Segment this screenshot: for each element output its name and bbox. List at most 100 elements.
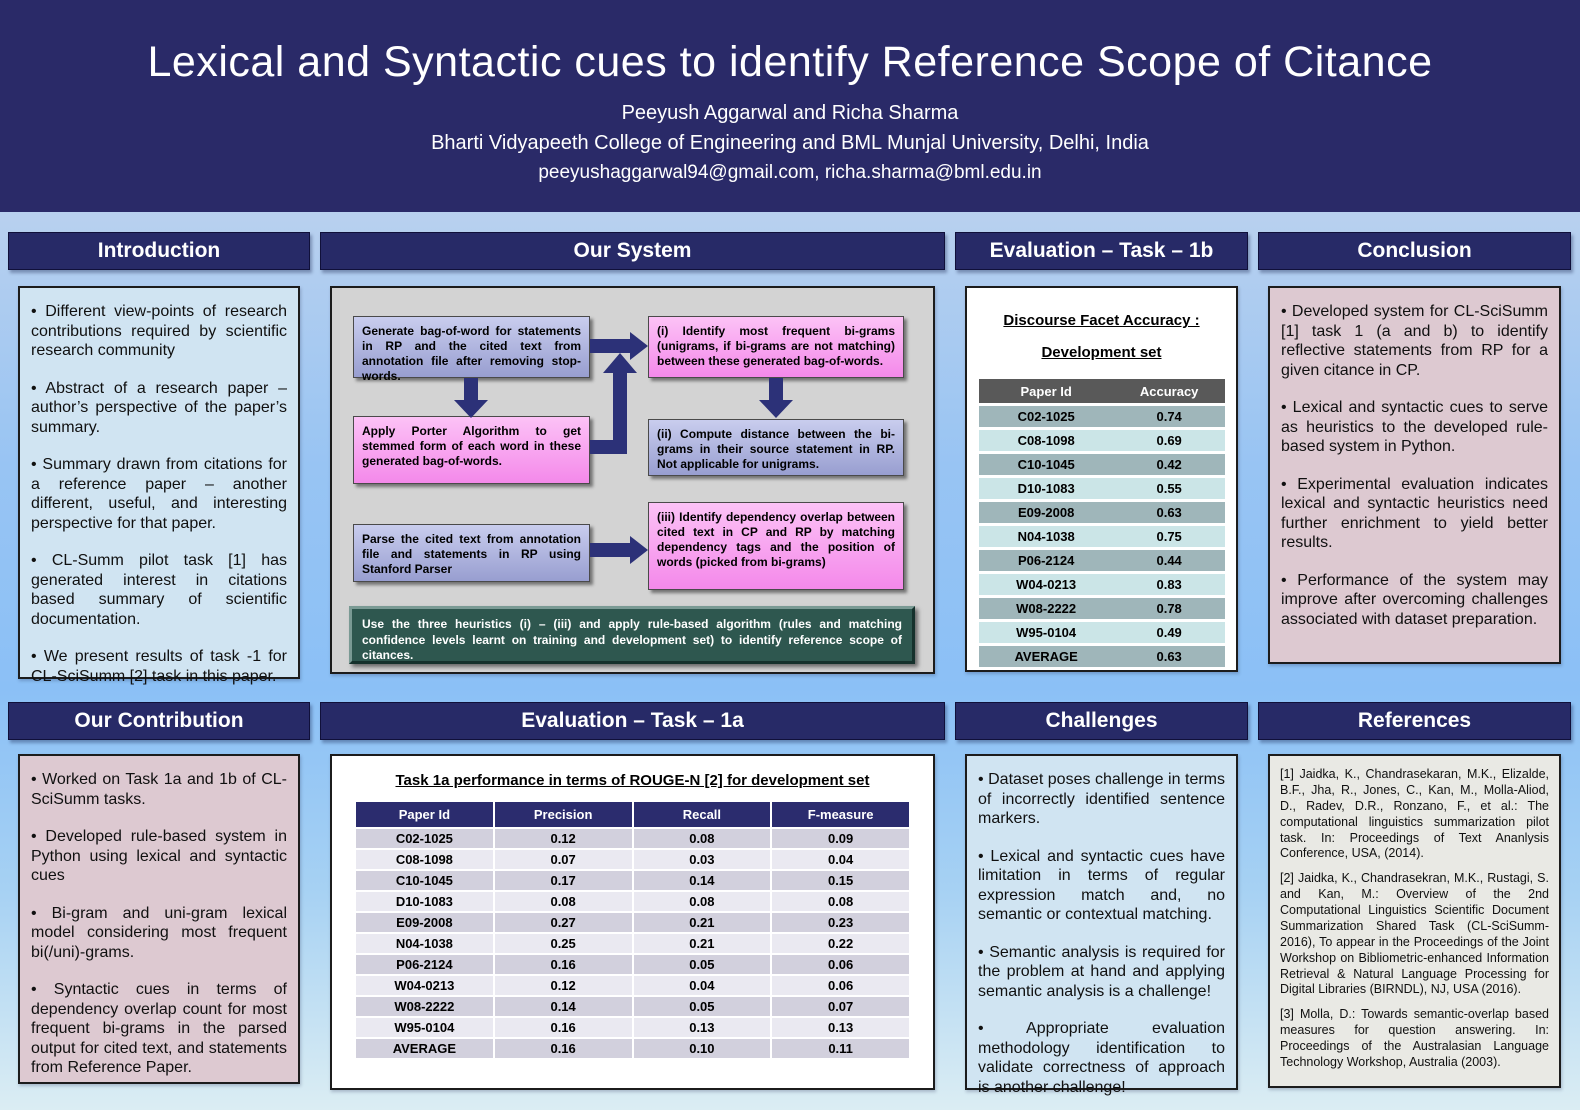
table-cell: 0.16 bbox=[492, 1016, 634, 1039]
bullet-item: • Bi-gram and uni-gram lexical model con… bbox=[31, 904, 287, 961]
table-cell: 0.09 bbox=[770, 827, 911, 850]
table-cell: 0.27 bbox=[492, 911, 634, 934]
table-row: W08-2222 0.14 0.05 0.07 bbox=[354, 995, 911, 1018]
table-cell: 0.16 bbox=[492, 1037, 634, 1060]
column-header-fmeasure: F-measure bbox=[770, 800, 911, 829]
table-row: D10-1083 0.55 bbox=[978, 478, 1225, 499]
table-cell: D10-1083 bbox=[978, 478, 1114, 499]
poster-banner: Lexical and Syntactic cues to identify R… bbox=[0, 0, 1580, 212]
table-cell: 0.69 bbox=[1113, 430, 1225, 451]
evaluation-1b-panel: Discourse Facet Accuracy : Development s… bbox=[965, 286, 1238, 672]
flow-arrowhead-up bbox=[603, 350, 637, 373]
column-header-precision: Precision bbox=[492, 800, 634, 829]
table-cell: 0.21 bbox=[631, 932, 773, 955]
section-evaluation-1a: Evaluation – Task – 1a Task 1a performan… bbox=[320, 702, 945, 1090]
table-cell: 0.08 bbox=[492, 890, 634, 913]
poster-authors: Peeyush Aggarwal and Richa Sharma bbox=[621, 102, 959, 124]
bullet-item: • Lexical and syntactic cues have limita… bbox=[978, 847, 1225, 924]
table-row: C02-1025 0.12 0.08 0.09 bbox=[354, 827, 911, 850]
table-cell: 0.08 bbox=[770, 890, 911, 913]
table-cell: 0.08 bbox=[631, 890, 773, 913]
flow-arrowhead-down-right bbox=[759, 400, 793, 421]
flow-summary-box: Use the three heuristics (i) – (iii) and… bbox=[349, 606, 915, 664]
poster-board: Introduction • Different view-points of … bbox=[0, 212, 1580, 1096]
our-system-flowchart-panel: Generate bag-of-word for statements in R… bbox=[330, 286, 935, 674]
table-row: W95-0104 0.49 bbox=[978, 622, 1225, 643]
references-panel: [1] Jaidka, K., Chandrasekaran, M.K., El… bbox=[1268, 754, 1561, 1088]
table-cell: 0.10 bbox=[631, 1037, 773, 1060]
table-cell: 0.23 bbox=[770, 911, 911, 934]
flow-arrow-down-right bbox=[769, 378, 783, 404]
bullet-item: • Different view-points of research cont… bbox=[31, 303, 287, 360]
section-header-evaluation-1a: Evaluation – Task – 1a bbox=[320, 702, 945, 740]
table-header-row: Paper Id Accuracy bbox=[978, 379, 1225, 403]
table-row: W95-0104 0.16 0.13 0.13 bbox=[354, 1016, 911, 1039]
bullet-item: • Abstract of a research paper – author’… bbox=[31, 379, 287, 436]
flow-arrow-down-left bbox=[464, 378, 478, 404]
table-row: W04-0213 0.83 bbox=[978, 574, 1225, 595]
table-cell: W08-2222 bbox=[978, 598, 1114, 619]
bullet-item: • Experimental evaluation indicates lexi… bbox=[1281, 475, 1548, 552]
section-header-challenges: Challenges bbox=[955, 702, 1248, 740]
column-header-paper-id: Paper Id bbox=[978, 379, 1114, 403]
evaluation-1a-panel: Task 1a performance in terms of ROUGE-N … bbox=[330, 754, 935, 1090]
section-evaluation-1b: Evaluation – Task – 1b Discourse Facet A… bbox=[955, 232, 1248, 702]
task1b-table-title-line1: Discourse Facet Accuracy : bbox=[1003, 312, 1200, 329]
table-cell: 0.78 bbox=[1113, 598, 1225, 619]
table-cell: N04-1038 bbox=[354, 932, 495, 955]
table-cell: 0.13 bbox=[770, 1016, 911, 1039]
section-contribution: Our Contribution • Worked on Task 1a and… bbox=[8, 702, 310, 1090]
section-header-introduction: Introduction bbox=[8, 232, 310, 270]
table-cell: 0.04 bbox=[770, 848, 911, 871]
table-cell: W04-0213 bbox=[978, 574, 1114, 595]
table-cell: W95-0104 bbox=[978, 622, 1114, 643]
section-introduction: Introduction • Different view-points of … bbox=[8, 232, 310, 702]
bullet-item: • CL-Summ pilot task [1] has generated i… bbox=[31, 552, 287, 628]
reference-item: [2] Jaidka, K., Chandrasekran, M.K., Rus… bbox=[1280, 871, 1549, 997]
table-cell: 0.74 bbox=[1113, 406, 1225, 427]
flow-box-identify-bigrams: (i) Identify most frequent bi-grams (uni… bbox=[648, 316, 904, 378]
flow-arrowhead-right-bottom bbox=[630, 536, 651, 564]
introduction-panel: • Different view-points of research cont… bbox=[18, 286, 300, 685]
section-our-system: Our System Generate bag-of-word for stat… bbox=[320, 232, 945, 702]
bullet-item: • Developed rule-based system in Python … bbox=[31, 828, 287, 885]
table-row: E09-2008 0.27 0.21 0.23 bbox=[354, 911, 911, 934]
table-cell: 0.22 bbox=[770, 932, 911, 955]
table-row: C08-1098 0.69 bbox=[978, 430, 1225, 451]
table-cell: C02-1025 bbox=[978, 406, 1114, 427]
table-cell: 0.03 bbox=[631, 848, 773, 871]
bullet-item: • Worked on Task 1a and 1b of CL-SciSumm… bbox=[31, 771, 287, 808]
table-cell: N04-1038 bbox=[978, 526, 1114, 547]
flow-box-compute-distance: (ii) Compute distance between the bi-gra… bbox=[648, 419, 904, 476]
table-cell: C10-1045 bbox=[978, 454, 1114, 475]
table-row: W04-0213 0.12 0.04 0.06 bbox=[354, 974, 911, 997]
section-conclusion: Conclusion • Developed system for CL-Sci… bbox=[1258, 232, 1571, 702]
reference-item: [1] Jaidka, K., Chandrasekaran, M.K., El… bbox=[1280, 767, 1549, 861]
table-cell: 0.13 bbox=[631, 1016, 773, 1039]
table-cell: 0.49 bbox=[1113, 622, 1225, 643]
table-cell: 0.07 bbox=[492, 848, 634, 871]
flow-box-porter-algorithm: Apply Porter Algorithm to get stemmed fo… bbox=[353, 416, 590, 484]
table-cell: 0.21 bbox=[631, 911, 773, 934]
task1a-table-title: Task 1a performance in terms of ROUGE-N … bbox=[395, 772, 870, 789]
section-header-contribution: Our Contribution bbox=[8, 702, 310, 740]
table-cell: W08-2222 bbox=[354, 995, 495, 1018]
table-cell: 0.05 bbox=[631, 953, 773, 976]
bullet-item: • Dataset poses challenge in terms of in… bbox=[978, 771, 1225, 828]
table-cell: 0.44 bbox=[1113, 550, 1225, 571]
poster-emails: peeyushaggarwal94@gmail.com, richa.sharm… bbox=[538, 162, 1042, 183]
bullet-item: • Appropriate evaluation methodology ide… bbox=[978, 1020, 1225, 1096]
table-cell: 0.12 bbox=[492, 827, 634, 850]
flow-arrowhead-down-left bbox=[454, 400, 488, 421]
table-cell: C08-1098 bbox=[978, 430, 1114, 451]
bullet-item: • Performance of the system may improve … bbox=[1281, 571, 1548, 628]
table-cell: P06-2124 bbox=[978, 550, 1114, 571]
table-cell: C02-1025 bbox=[354, 827, 495, 850]
bullet-item: • Summary drawn from citations for a ref… bbox=[31, 456, 287, 532]
table-cell: 0.06 bbox=[770, 953, 911, 976]
table-cell: 0.63 bbox=[1113, 646, 1225, 667]
table-cell: 0.14 bbox=[631, 869, 773, 892]
table-cell: AVERAGE bbox=[978, 646, 1114, 667]
bullet-item: • Lexical and syntactic cues to serve as… bbox=[1281, 399, 1548, 456]
table-cell: E09-2008 bbox=[978, 502, 1114, 523]
